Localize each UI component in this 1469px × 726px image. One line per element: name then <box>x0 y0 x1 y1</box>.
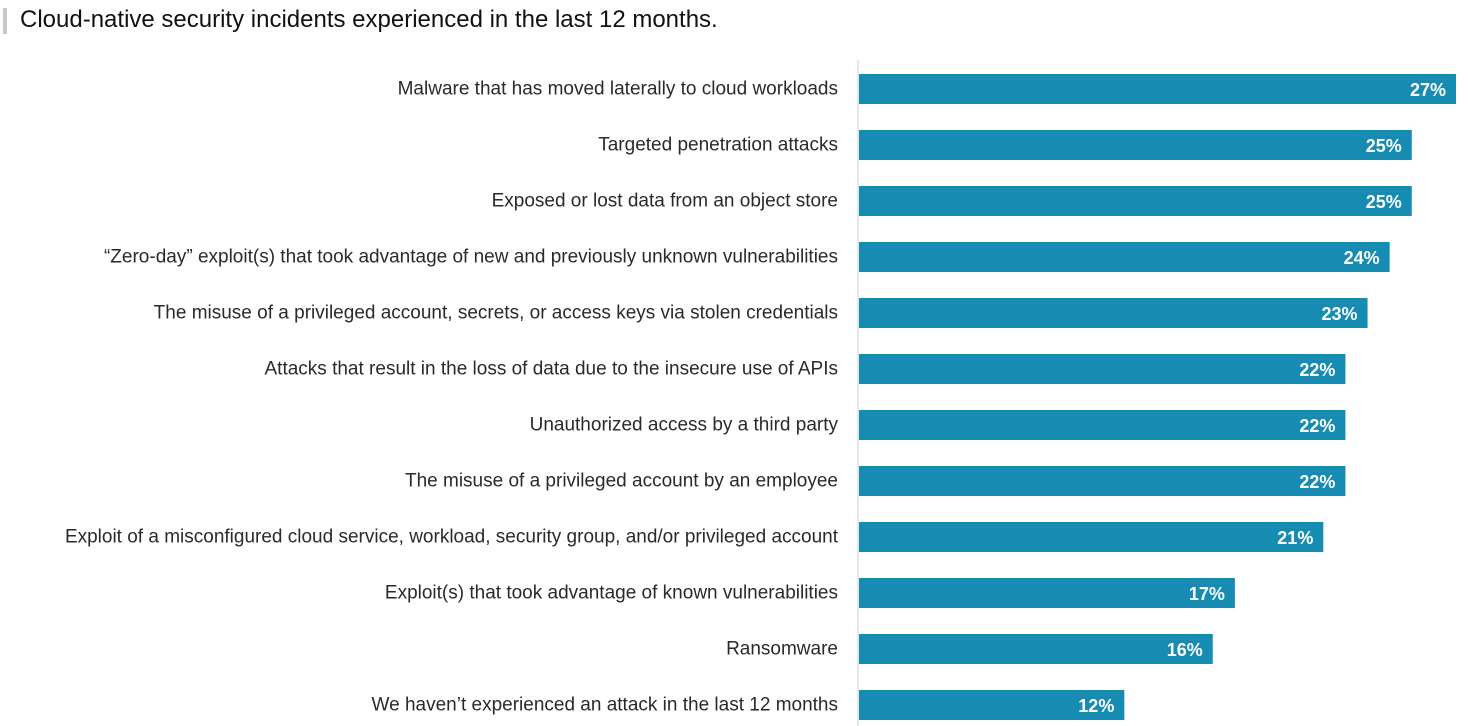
bar <box>859 634 1213 664</box>
bar <box>859 578 1235 608</box>
category-label: The misuse of a privileged account, secr… <box>154 303 838 324</box>
bar <box>859 410 1346 440</box>
value-label: 21% <box>1277 528 1313 548</box>
value-label: 24% <box>1344 248 1380 268</box>
value-label: 12% <box>1078 696 1114 716</box>
bar <box>859 690 1125 720</box>
bar <box>859 522 1324 552</box>
title-accent-bar <box>3 8 7 34</box>
value-label: 27% <box>1410 80 1446 100</box>
category-label: Targeted penetration attacks <box>598 135 838 156</box>
category-label: Malware that has moved laterally to clou… <box>398 79 838 100</box>
category-label: Attacks that result in the loss of data … <box>265 359 839 380</box>
bar <box>859 74 1456 104</box>
category-label: Unauthorized access by a third party <box>530 415 839 436</box>
bar <box>859 354 1346 384</box>
bar <box>859 186 1412 216</box>
bar <box>859 242 1390 272</box>
category-label: Exposed or lost data from an object stor… <box>492 191 838 212</box>
category-label: We haven’t experienced an attack in the … <box>372 695 838 716</box>
category-label: “Zero-day” exploit(s) that took advantag… <box>104 247 838 268</box>
value-label: 16% <box>1167 640 1203 660</box>
category-label: Exploit(s) that took advantage of known … <box>385 583 838 604</box>
value-label: 25% <box>1366 136 1402 156</box>
value-label: 22% <box>1299 360 1335 380</box>
value-label: 23% <box>1322 304 1358 324</box>
value-label: 25% <box>1366 192 1402 212</box>
value-label: 22% <box>1299 472 1335 492</box>
value-label: 17% <box>1189 584 1225 604</box>
category-label: The misuse of a privileged account by an… <box>405 471 838 492</box>
category-label: Ransomware <box>726 639 838 660</box>
chart-title: Cloud-native security incidents experien… <box>20 6 718 33</box>
bar <box>859 130 1412 160</box>
bar <box>859 298 1368 328</box>
value-label: 22% <box>1299 416 1335 436</box>
category-label: Exploit of a misconfigured cloud service… <box>65 527 839 548</box>
bar <box>859 466 1346 496</box>
